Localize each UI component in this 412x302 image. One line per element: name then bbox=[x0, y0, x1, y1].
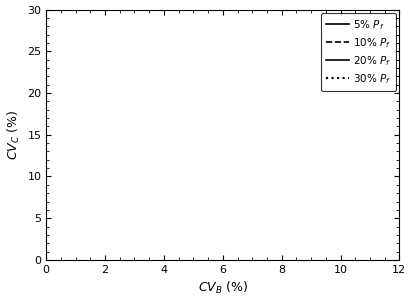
X-axis label: $CV_B$ (%): $CV_B$ (%) bbox=[198, 280, 248, 297]
Legend: 5% $P_f$, 10% $P_f$, 20% $P_f$, 30% $P_f$: 5% $P_f$, 10% $P_f$, 20% $P_f$, 30% $P_f… bbox=[321, 13, 396, 91]
Y-axis label: $CV_C$ (%): $CV_C$ (%) bbox=[5, 110, 22, 160]
